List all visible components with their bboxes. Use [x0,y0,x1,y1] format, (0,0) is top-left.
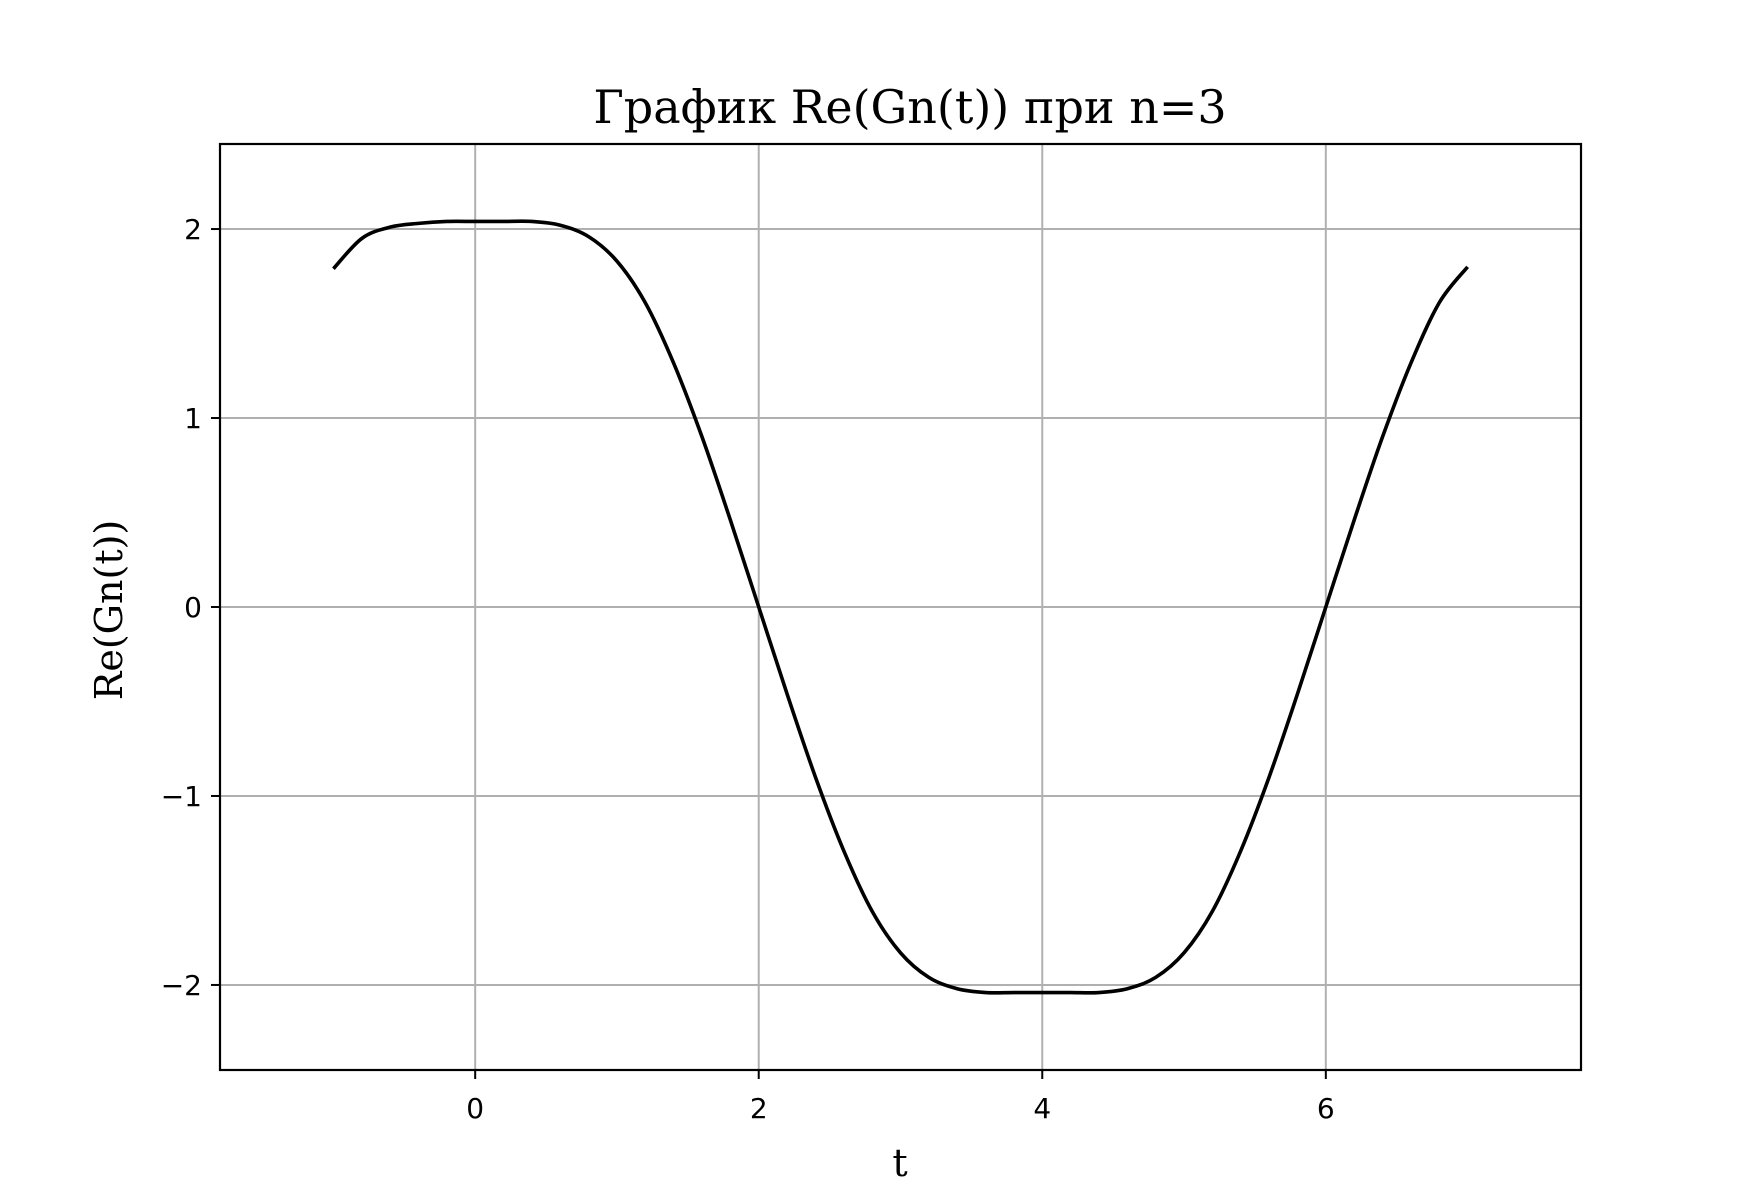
y-tick-label: 0 [184,591,202,624]
y-tick-label: 2 [184,213,202,246]
ticks: 0 2 4 6 −2 −1 0 1 2 [161,213,1335,1125]
x-tick-label: 2 [750,1092,768,1125]
series-layer [332,219,1469,995]
y-tick-label: −1 [161,780,202,813]
series-line [332,219,1469,995]
chart-title: График Re(Gn(t)) при n=3 [593,80,1226,134]
x-tick-label: 4 [1033,1092,1051,1125]
x-tick-label: 0 [466,1092,484,1125]
y-axis-label: Re(Gn(t)) [87,520,131,701]
x-tick-label: 6 [1317,1092,1335,1125]
y-tick-label: −2 [161,969,202,1002]
x-axis-label: t [892,1141,907,1185]
grid [220,144,1581,1070]
y-tick-label: 1 [184,402,202,435]
